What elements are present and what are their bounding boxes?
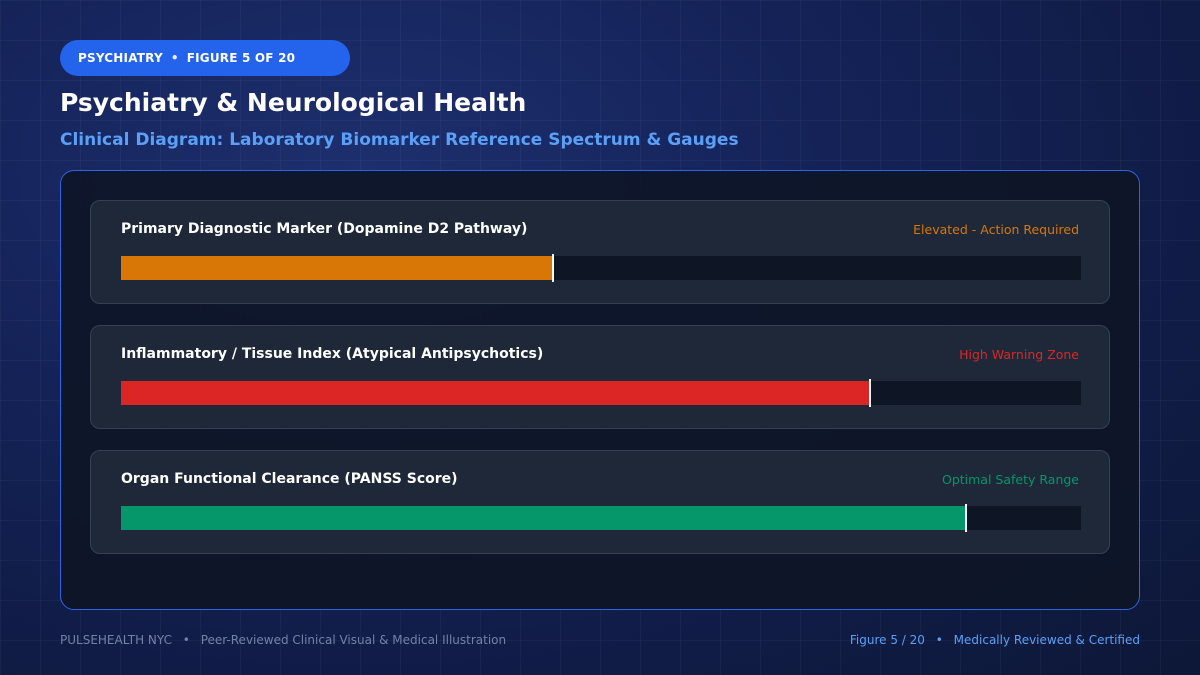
gauge-card-inflammatory-index: Inflammatory / Tissue Index (Atypical An… xyxy=(90,325,1110,429)
gauge-marker xyxy=(964,504,967,532)
footer-certification: Medically Reviewed & Certified xyxy=(953,633,1140,647)
gauge-track xyxy=(121,254,1081,282)
gauge-marker xyxy=(868,379,871,407)
gauge-status: High Warning Zone xyxy=(959,347,1079,362)
gauge-card-organ-clearance: Organ Functional Clearance (PANSS Score)… xyxy=(90,450,1110,554)
badge-separator: • xyxy=(170,51,179,65)
gauge-label: Organ Functional Clearance (PANSS Score) xyxy=(121,471,458,487)
gauge-marker xyxy=(552,254,554,282)
footer-figure-number: Figure 5 / 20 xyxy=(849,633,925,647)
page-subtitle: Clinical Diagram: Laboratory Biomarker R… xyxy=(60,130,739,150)
page-title: Psychiatry & Neurological Health xyxy=(60,88,527,117)
gauge-track xyxy=(121,504,1081,532)
gauge-card-dopamine-marker: Primary Diagnostic Marker (Dopamine D2 P… xyxy=(90,200,1110,304)
gauge-panel: Primary Diagnostic Marker (Dopamine D2 P… xyxy=(60,170,1140,610)
badge-category: PSYCHIATRY xyxy=(78,51,163,65)
gauge-label: Inflammatory / Tissue Index (Atypical An… xyxy=(121,346,544,362)
footer-separator: • xyxy=(935,633,943,647)
gauge-status: Optimal Safety Range xyxy=(941,472,1079,487)
gauge-status: Elevated - Action Required xyxy=(913,222,1079,237)
footer-separator: • xyxy=(182,633,190,647)
gauge-fill xyxy=(121,506,966,530)
gauge-label: Primary Diagnostic Marker (Dopamine D2 P… xyxy=(121,221,528,237)
footer-tagline: Peer-Reviewed Clinical Visual & Medical … xyxy=(200,633,507,647)
footer-brand: PULSEHEALTH NYC xyxy=(60,633,172,647)
footer-brand-line: PULSEHEALTH NYC • Peer-Reviewed Clinical… xyxy=(60,633,506,647)
gauge-fill xyxy=(121,256,553,280)
badge-figure-number: FIGURE 5 OF 20 xyxy=(186,51,296,65)
gauge-fill xyxy=(121,381,870,405)
footer-figure-line: Figure 5 / 20 • Medically Reviewed & Cer… xyxy=(850,633,1140,647)
category-badge: PSYCHIATRY • FIGURE 5 OF 20 xyxy=(60,40,350,76)
gauge-track xyxy=(121,379,1081,407)
